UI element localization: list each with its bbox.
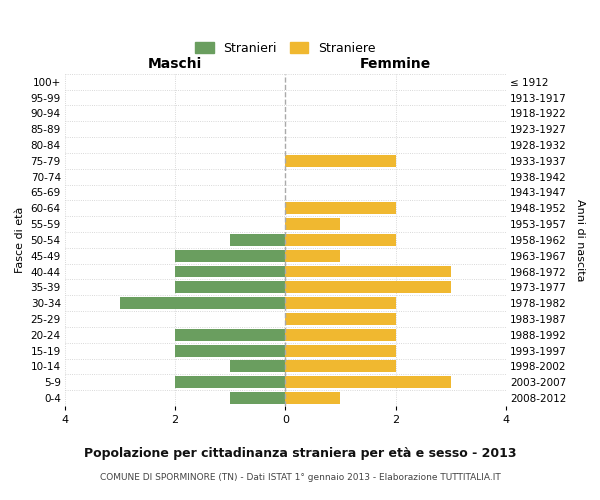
Bar (175, 329, 286, 340)
Bar (286, 282, 451, 294)
Bar (230, 234, 286, 246)
Text: Femmine: Femmine (360, 56, 431, 70)
Bar (286, 313, 395, 325)
Bar (286, 266, 451, 278)
Bar (286, 329, 395, 340)
Bar (175, 344, 286, 356)
Bar (175, 376, 286, 388)
Bar (286, 155, 395, 166)
Bar (230, 360, 286, 372)
Text: Maschi: Maschi (148, 56, 202, 70)
Bar (286, 250, 340, 262)
Bar (286, 376, 451, 388)
Legend: Stranieri, Straniere: Stranieri, Straniere (190, 37, 381, 60)
Bar (175, 266, 286, 278)
Bar (175, 282, 286, 294)
Bar (175, 250, 286, 262)
Bar (286, 218, 340, 230)
Bar (286, 202, 395, 214)
Bar (286, 360, 395, 372)
Y-axis label: Anni di nascita: Anni di nascita (575, 198, 585, 281)
Text: COMUNE DI SPORMINORE (TN) - Dati ISTAT 1° gennaio 2013 - Elaborazione TUTTITALIA: COMUNE DI SPORMINORE (TN) - Dati ISTAT 1… (100, 473, 500, 482)
Bar (286, 297, 395, 309)
Bar (120, 297, 286, 309)
Bar (230, 392, 286, 404)
Bar (286, 392, 340, 404)
Y-axis label: Fasce di età: Fasce di età (15, 206, 25, 273)
Text: Popolazione per cittadinanza straniera per età e sesso - 2013: Popolazione per cittadinanza straniera p… (84, 448, 516, 460)
Bar (286, 344, 395, 356)
Bar (286, 234, 395, 246)
